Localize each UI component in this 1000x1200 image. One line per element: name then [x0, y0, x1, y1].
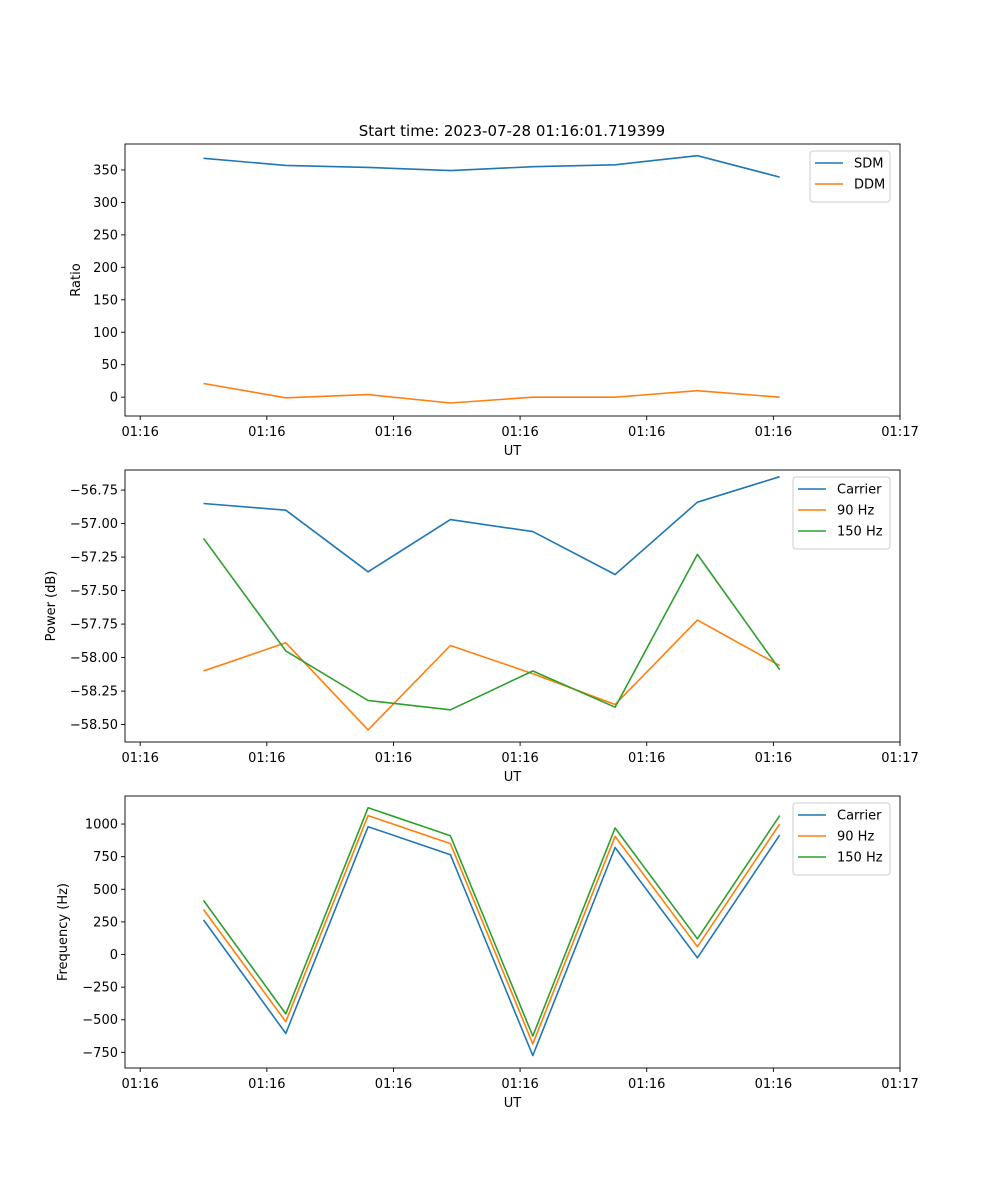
y-axis-label: Power (dB) — [44, 571, 59, 642]
y-tick-label: −58.25 — [70, 685, 118, 700]
y-tick-label: −750 — [82, 1046, 118, 1061]
subplot-3: −750 −500 −250 0 250 500 750 1000 01:16 01:16 01:1… — [56, 795, 919, 1111]
x-tick-label: 01:16 — [121, 751, 158, 766]
x-tick-label: 01:16 — [501, 425, 538, 440]
y-tick-label: 1000 — [85, 818, 118, 833]
y-tick-label: −57.25 — [70, 551, 118, 566]
x-tick-label: 01:16 — [501, 1077, 538, 1092]
legend: Carrier 90 Hz 150 Hz — [792, 802, 891, 876]
legend: Carrier 90 Hz 150 Hz — [792, 476, 891, 550]
series-line-150-hz — [202, 806, 781, 1037]
y-tick-label: −57.50 — [70, 584, 118, 599]
y-tick-label: 750 — [93, 850, 118, 865]
axes-frame — [124, 469, 901, 743]
y-tick-label: 250 — [93, 228, 118, 243]
x-axis-label: UT — [504, 1096, 522, 1111]
y-tick-label: 350 — [93, 163, 118, 178]
x-tick-label: 01:16 — [248, 1077, 285, 1092]
y-axis-label: Ratio — [69, 263, 84, 296]
y-tick-label: 200 — [93, 261, 118, 276]
y-axis-label: Frequency (Hz) — [56, 883, 71, 981]
y-tick-label: 250 — [93, 915, 118, 930]
y-tick-label: −57.75 — [70, 618, 118, 633]
series-line-ddm — [203, 382, 780, 404]
y-tick-label: 50 — [101, 358, 118, 373]
y-tick-label: −250 — [82, 981, 118, 996]
x-tick-label: 01:16 — [755, 1077, 792, 1092]
x-tick-label: 01:17 — [881, 1077, 918, 1092]
x-axis-label: UT — [504, 444, 522, 459]
legend-label: Carrier — [837, 809, 882, 824]
legend-label: SDM — [854, 157, 883, 172]
series-line-150-hz — [202, 537, 781, 711]
y-tick-label: 300 — [93, 196, 118, 211]
x-tick-label: 01:16 — [121, 425, 158, 440]
x-tick-label: 01:16 — [375, 425, 412, 440]
x-tick-label: 01:16 — [755, 425, 792, 440]
series-line-sdm — [203, 154, 780, 178]
y-tick-label: 0 — [110, 391, 118, 406]
x-tick-label: 01:16 — [628, 751, 665, 766]
y-tick-label: 500 — [93, 883, 118, 898]
y-tick-label: −58.00 — [70, 651, 118, 666]
axes-frame — [124, 795, 901, 1069]
y-tick-label: −56.75 — [70, 484, 118, 499]
subplot-1: 0 50 100 150 200 250 300 350 01:16 01:16 01:16 01:1… — [69, 143, 919, 459]
axes-frame — [124, 143, 901, 417]
x-tick-label: 01:17 — [881, 425, 918, 440]
x-tick-label: 01:16 — [375, 1077, 412, 1092]
x-tick-label: 01:16 — [248, 751, 285, 766]
y-tick-label: 0 — [110, 948, 118, 963]
legend-label: Carrier — [837, 483, 882, 498]
x-axis-label: UT — [504, 770, 522, 785]
x-tick-label: 01:16 — [755, 751, 792, 766]
series-line-carrier — [203, 475, 780, 576]
x-tick-label: 01:16 — [375, 751, 412, 766]
x-tick-label: 01:16 — [121, 1077, 158, 1092]
y-tick-label: −58.50 — [70, 718, 118, 733]
y-tick-label: −500 — [82, 1013, 118, 1028]
y-tick-label: 100 — [93, 326, 118, 341]
x-tick-label: 01:16 — [248, 425, 285, 440]
x-tick-label: 01:16 — [628, 1077, 665, 1092]
legend-label: DDM — [854, 178, 885, 193]
series-line-carrier — [202, 825, 781, 1057]
legend-label: 90 Hz — [837, 504, 874, 519]
subplots: 0 50 100 150 200 250 300 350 01:16 01:16 01:16 01:1… — [44, 143, 919, 1111]
y-tick-label: −57.00 — [70, 517, 118, 532]
series-line-90-hz — [203, 619, 781, 731]
legend-label: 150 Hz — [837, 851, 883, 866]
series-line-90-hz — [202, 814, 781, 1045]
x-tick-label: 01:17 — [881, 751, 918, 766]
x-tick-label: 01:16 — [501, 751, 538, 766]
figure-title: Start time: 2023-07-28 01:16:01.719399 — [359, 122, 665, 140]
subplot-2: −58.50 −58.25 −58.00 −57.75 −57.50 −57.25 −57.… — [44, 469, 919, 785]
legend: SDM DDM — [809, 150, 891, 203]
legend-label: 150 Hz — [837, 525, 883, 540]
legend-label: 90 Hz — [837, 830, 874, 845]
y-tick-label: 150 — [93, 293, 118, 308]
x-tick-label: 01:16 — [628, 425, 665, 440]
